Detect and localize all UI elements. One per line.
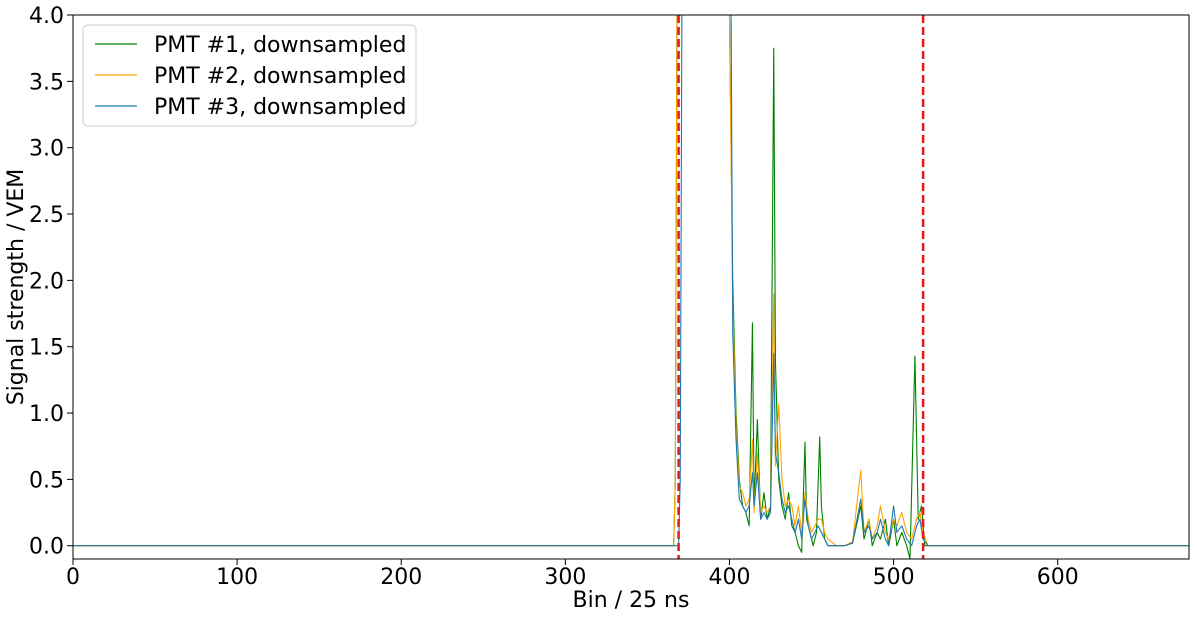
y-tick-label: 3.0 xyxy=(29,137,64,162)
x-tick-label: 300 xyxy=(544,565,586,590)
vline-layer xyxy=(677,15,925,559)
legend-label-pmt-3: PMT #3, downsampled xyxy=(154,95,406,120)
series-line-pmt-3 xyxy=(73,15,1189,547)
y-tick-label: 1.5 xyxy=(29,336,64,361)
x-tick-label: 400 xyxy=(708,565,750,590)
x-axis-ticks: 0 100 200 300 400 500 600 xyxy=(66,559,1079,590)
x-tick-label: 500 xyxy=(873,565,915,590)
y-tick-label: 2.0 xyxy=(29,269,64,294)
x-tick-label: 100 xyxy=(216,565,258,590)
y-tick-label: 1.0 xyxy=(29,402,64,427)
y-axis-ticks: 0.0 0.5 1.0 1.5 2.0 2.5 3.0 3.5 4.0 xyxy=(29,4,73,560)
legend: PMT #1, downsampled PMT #2, downsampled PM… xyxy=(82,24,417,127)
plot-frame xyxy=(72,14,1190,560)
x-axis-label: Bin / 25 ns xyxy=(573,588,690,613)
y-tick-label: 2.5 xyxy=(29,203,64,228)
legend-label-pmt-2: PMT #2, downsampled xyxy=(154,64,406,89)
x-tick-label: 600 xyxy=(1037,565,1079,590)
y-tick-label: 0.0 xyxy=(29,535,64,560)
y-axis-label: Signal strength / VEM xyxy=(4,169,29,406)
legend-label-pmt-1: PMT #1, downsampled xyxy=(154,33,406,58)
x-tick-label: 0 xyxy=(66,565,80,590)
y-tick-label: 3.5 xyxy=(29,70,64,95)
y-tick-label: 0.5 xyxy=(29,468,64,493)
y-tick-label: 4.0 xyxy=(29,4,64,29)
legend-box xyxy=(82,24,417,127)
series-layer xyxy=(73,15,1189,559)
x-tick-label: 200 xyxy=(380,565,422,590)
